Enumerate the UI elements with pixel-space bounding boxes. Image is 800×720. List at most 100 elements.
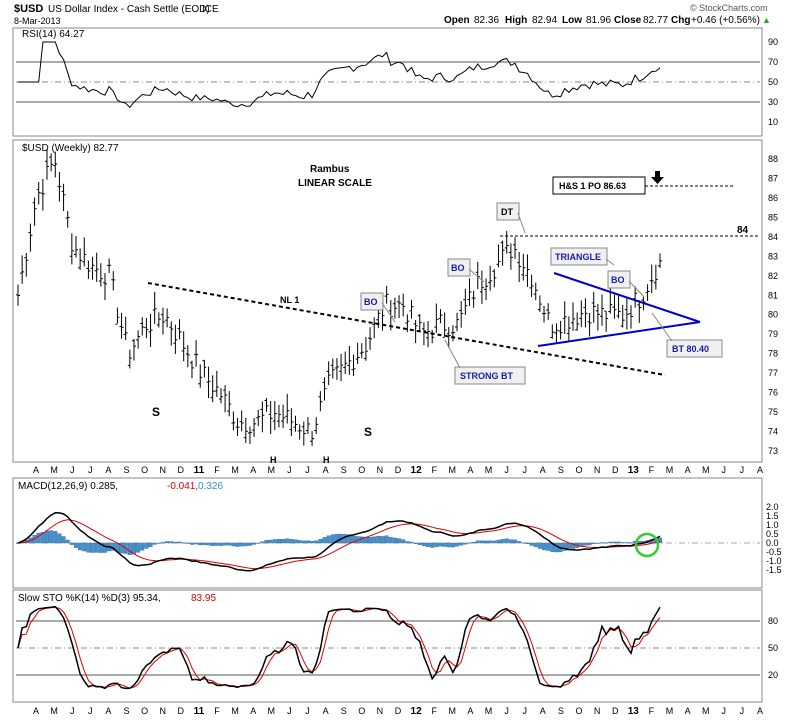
- price-bar: [61, 183, 66, 211]
- macd-hist-bar: [513, 539, 518, 544]
- price-bar: [363, 336, 368, 361]
- x-tick-label: N: [159, 465, 166, 475]
- price-bar: [73, 236, 78, 258]
- rsi-tick-label: 70: [768, 57, 778, 67]
- macd-hist-bar: [529, 542, 534, 546]
- macd-hist-bar: [409, 541, 414, 544]
- macd-panel: [12, 477, 763, 589]
- price-bar: [517, 251, 522, 283]
- price-bar: [202, 359, 207, 378]
- dt-box: [496, 202, 520, 221]
- open-label: Open: [444, 15, 470, 26]
- x-tick-label: J: [722, 465, 727, 475]
- macd-hist-bar: [148, 542, 153, 548]
- macd-hist-bar: [397, 538, 402, 544]
- macd-hist-bar: [177, 541, 182, 544]
- chart-date: 8-Mar-2013: [14, 16, 61, 26]
- macd-hist-bar: [318, 539, 323, 544]
- price-bar: [330, 358, 335, 379]
- price-bar: [479, 270, 484, 304]
- price-bar: [413, 319, 418, 344]
- x-tick-label: S: [558, 706, 564, 716]
- price-bar: [562, 301, 567, 334]
- macd-hist-bar: [272, 539, 277, 544]
- macd-hist-bar: [537, 542, 542, 549]
- macd-hist-bar: [189, 542, 194, 545]
- price-bar: [102, 273, 107, 301]
- macd-hist-bar: [36, 532, 41, 544]
- macd-hist-bar: [330, 534, 335, 544]
- macd-hist-bar: [504, 538, 509, 544]
- macd-hist-bar: [496, 539, 501, 544]
- price-bar: [40, 178, 45, 211]
- price-bar: [44, 149, 49, 180]
- strong-bt-box: [454, 366, 526, 385]
- x-tick-label: D: [178, 465, 185, 475]
- price-tick-label: 84: [768, 232, 778, 242]
- price-tick-label: 87: [768, 173, 778, 183]
- price-bar: [131, 338, 136, 361]
- price-bar: [32, 197, 37, 226]
- x-tick-label: J: [70, 706, 75, 716]
- price-bar: [446, 327, 451, 349]
- macd-hist-bar: [152, 542, 157, 545]
- macd-hist-bar: [198, 542, 203, 546]
- x-tick-label: F: [214, 465, 220, 475]
- instrument-name: US Dollar Index - Cash Settle (EOD): [48, 4, 210, 15]
- price-bar: [20, 255, 25, 284]
- macd-hist-bar: [492, 540, 497, 544]
- price-bar: [173, 324, 178, 354]
- macd-hist-bar: [314, 540, 319, 544]
- price-bar: [49, 153, 54, 172]
- macd-signal-value: -0.041,: [167, 481, 198, 492]
- macd-hist-bar: [475, 540, 480, 544]
- bo-box-3: [607, 270, 631, 289]
- price-bar: [471, 290, 476, 308]
- macd-hist-bar: [608, 541, 613, 544]
- price-bar: [397, 295, 402, 319]
- macd-hist-bar: [401, 539, 406, 544]
- macd-hist-bar: [293, 539, 298, 544]
- macd-hist-bar: [40, 532, 45, 544]
- x-tick-label: N: [377, 465, 384, 475]
- macd-hist-bar: [426, 542, 431, 547]
- macd-hist-bar: [231, 542, 236, 547]
- price-bar: [571, 302, 576, 331]
- macd-hist-bar: [384, 535, 389, 544]
- price-bar: [450, 325, 455, 342]
- macd-hist-bar: [479, 540, 484, 544]
- watermark: © StockCharts.com: [690, 3, 768, 13]
- macd-hist-bar: [388, 537, 393, 544]
- x-tick-label: O: [358, 465, 365, 475]
- price-bar: [86, 260, 91, 279]
- x-tick-label: J: [740, 465, 745, 475]
- macd-hist-bar: [595, 542, 600, 544]
- rsi-tick-label: 30: [768, 97, 778, 107]
- macd-hist-bar: [326, 535, 331, 544]
- x-tick-label: J: [504, 706, 509, 716]
- x-tick-label: S: [341, 706, 347, 716]
- x-tick-label: M: [50, 465, 58, 475]
- macd-hist-bar: [542, 542, 547, 551]
- price-bar: [185, 345, 190, 368]
- price-tick-label: 85: [768, 212, 778, 222]
- macd-hist-bar: [343, 534, 348, 544]
- macd-tick-label: -1.0: [766, 556, 782, 566]
- macd-hist-bar: [305, 540, 310, 544]
- price-bar: [558, 320, 563, 340]
- price-bar: [223, 385, 228, 413]
- x-tick-label: N: [594, 706, 601, 716]
- exchange-label: ICE: [202, 4, 219, 15]
- macd-hist-bar: [69, 542, 74, 545]
- triangle-lower: [537, 321, 701, 347]
- macd-hist-bar: [467, 542, 472, 544]
- price-bar: [525, 254, 530, 287]
- macd-hist-bar: [98, 542, 103, 553]
- price-bar: [272, 401, 277, 431]
- price-tick-label: 79: [768, 329, 778, 339]
- macd-signal-line: [17, 519, 661, 570]
- macd-hist-bar: [206, 542, 211, 546]
- price-bar: [24, 253, 29, 277]
- macd-tick-label: 0.5: [766, 529, 779, 539]
- x-tick-label: A: [757, 465, 763, 475]
